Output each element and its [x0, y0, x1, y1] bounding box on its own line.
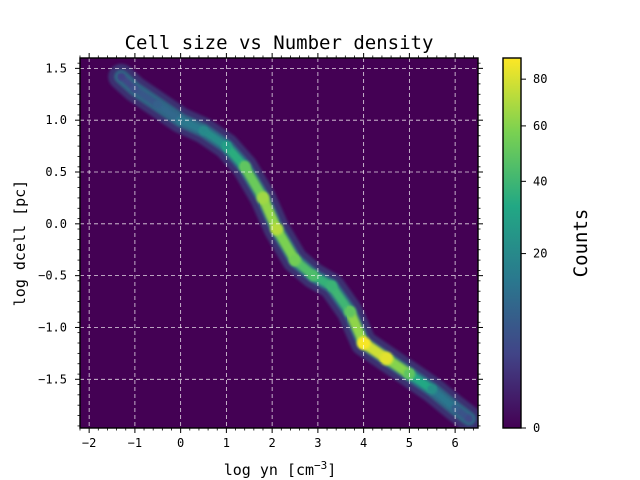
colorbar-ticks: 0 20 40 60 80 [521, 72, 547, 435]
x-tick-label: 6 [452, 436, 459, 450]
colorbar-body [502, 57, 522, 429]
density-ridge-segment [131, 85, 162, 108]
colorbar-tick-label: 40 [533, 174, 547, 188]
x-tick-label: −1 [128, 436, 142, 450]
density-point [117, 72, 125, 81]
x-tick-label: −2 [82, 436, 96, 450]
grid-lines [80, 58, 478, 428]
x-tick-label: 0 [177, 436, 184, 450]
density-point [153, 100, 162, 109]
density-point [221, 140, 232, 152]
x-tick-label: 1 [223, 436, 230, 450]
colorbar-tick-label: 80 [533, 72, 547, 86]
x-axis-label-main: log yn [cm [224, 461, 314, 479]
y-tick-label: 0.0 [45, 217, 67, 231]
x-tick-label: 5 [406, 436, 413, 450]
x-axis-label-superscript: −3 [314, 459, 327, 472]
density-point [198, 125, 209, 136]
plot-frame [79, 57, 479, 429]
x-tick-label: 2 [269, 436, 276, 450]
colorbar-tick-label: 20 [533, 247, 547, 261]
y-axis-label: log dcell [pc] [11, 180, 29, 306]
density-point [356, 336, 371, 350]
y-tick-label: 0.5 [45, 165, 67, 179]
y-tick-label: −1.5 [38, 372, 67, 386]
y-tick-label: −0.5 [38, 269, 67, 283]
density-point [270, 222, 284, 236]
colorbar-label: Counts [570, 209, 592, 278]
density-point [326, 280, 338, 292]
density-point [379, 351, 394, 366]
density-point [256, 191, 270, 205]
x-axis-ticks: −2 −1 0 1 2 3 4 5 6 [79, 53, 474, 450]
density-point [344, 306, 356, 318]
y-tick-label: −1.0 [38, 320, 67, 334]
y-tick-label: 1.0 [45, 113, 67, 127]
x-axis-label-close: ] [327, 461, 336, 479]
density-point [289, 254, 301, 267]
density-point [238, 160, 251, 173]
y-tick-label: 1.5 [45, 61, 67, 75]
x-tick-label: 4 [360, 436, 367, 450]
x-tick-label: 3 [314, 436, 321, 450]
chart-title: Cell size vs Number density [125, 32, 434, 54]
density-point [465, 414, 473, 423]
x-axis-label: log yn [cm−3] [224, 459, 337, 479]
density-ridge-segment [428, 385, 459, 412]
y-axis-ticks: 1.5 1.0 0.5 0.0 −0.5 −1.0 −1.5 [38, 61, 483, 427]
density-ridge-segment [154, 101, 185, 124]
colorbar-tick-label: 0 [533, 421, 540, 435]
density-point [427, 384, 438, 395]
colorbar-tick-label: 60 [533, 119, 547, 133]
